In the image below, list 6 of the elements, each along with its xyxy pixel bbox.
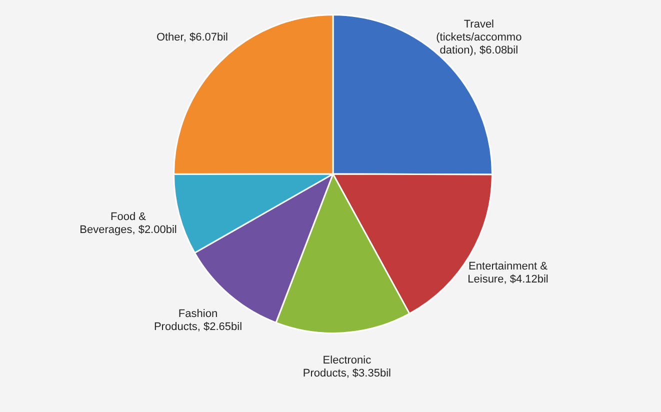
slice-label: Travel (tickets/accommodation), $6.08bil [436, 18, 522, 57]
slice-label: Entertainment & Leisure, $4.12bil [468, 260, 548, 286]
slice-label: Electronic Products, $3.35bil [302, 354, 391, 380]
slice-label: Food & Beverages, $2.00bil [80, 211, 177, 236]
slice-label: Other, $6.07bil [156, 31, 228, 44]
slice-label: Fashion Products, $2.65bil [154, 308, 242, 334]
